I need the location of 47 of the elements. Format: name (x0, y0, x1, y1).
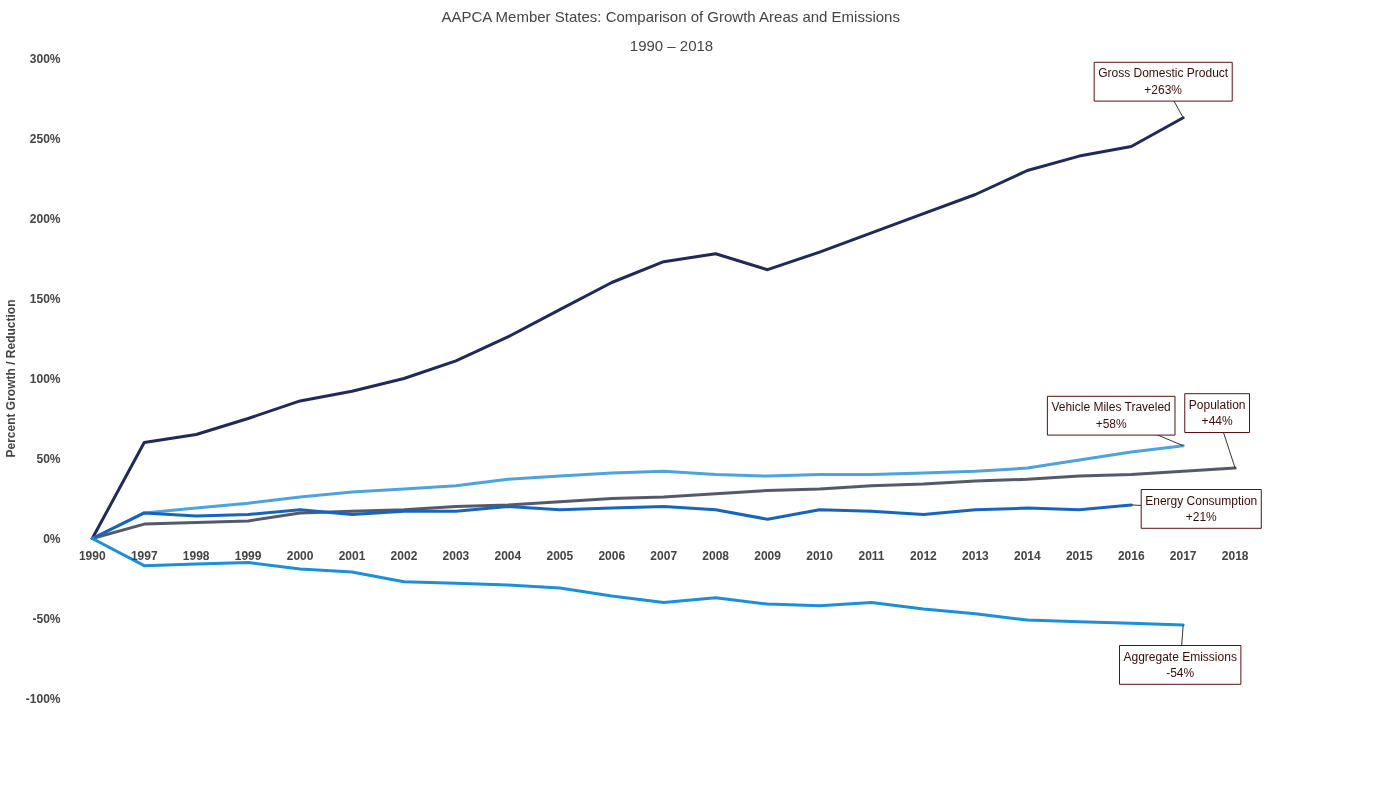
y-tick-label: 250% (29, 131, 61, 146)
data-label: +21% (1185, 510, 1218, 525)
x-tick-label: 2003 (442, 548, 470, 563)
text: Aggregate Emissions (1123, 649, 1237, 664)
x-tick-label: 2001 (338, 548, 366, 563)
y-tick-label: 300% (29, 51, 61, 66)
x-tick-label: 2006 (598, 548, 626, 563)
x-tick-label: 1999 (234, 548, 262, 563)
data-label: +263% (1144, 83, 1183, 98)
chart-title: AAPCA Member States: Comparison of Growth Areas and Emissions (441, 7, 900, 25)
x-tick-label: 2004 (494, 548, 522, 563)
y-tick-label: 150% (29, 291, 61, 306)
x-tick-label: 1997 (130, 548, 158, 563)
y-tick-label: 0% (43, 531, 61, 546)
x-tick-label: 2011 (858, 548, 885, 563)
x-tick-label: 2015 (1065, 548, 1093, 563)
line-series (90, 503, 1133, 540)
text: Gross Domestic Product (1098, 66, 1229, 81)
data-label: -54% (1166, 666, 1195, 681)
chart-subtitle: 1990 – 2018 (629, 36, 714, 54)
x-tick-label: 2010 (806, 548, 834, 563)
y-tick-label: 50% (36, 451, 61, 466)
y-tick-label: 200% (29, 211, 61, 226)
x-tick-label: 2013 (962, 548, 990, 563)
x-tick-label: 2017 (1169, 548, 1197, 563)
x-tick-label: 2014 (1014, 548, 1042, 563)
x-tick-label: 2009 (754, 548, 782, 563)
x-tick-label: 1998 (182, 548, 210, 563)
x-tick-label: 2012 (910, 548, 938, 563)
y-axis-title: Percent Growth / Reduction (3, 299, 18, 458)
series-label: Energy Consumption (1145, 493, 1258, 508)
data-label: +44% (1201, 414, 1233, 429)
data-label: +58% (1095, 417, 1128, 432)
x-tick-label: 2007 (650, 548, 678, 563)
x-tick-label: 2016 (1117, 548, 1145, 563)
text: Population (1188, 397, 1246, 412)
line-series (90, 116, 1185, 540)
x-tick-label: 2005 (546, 548, 574, 563)
y-tick-label: 100% (29, 371, 61, 386)
x-tick-label: 2000 (286, 548, 314, 563)
y-tick-label: -100% (25, 691, 61, 706)
text: Vehicle Miles Traveled (1051, 400, 1171, 415)
x-tick-label: 2002 (390, 548, 418, 563)
x-tick-label: 1990 (78, 548, 106, 563)
x-tick-label: 2018 (1221, 548, 1249, 563)
y-tick-label: -50% (32, 611, 61, 626)
x-tick-label: 2008 (702, 548, 730, 563)
